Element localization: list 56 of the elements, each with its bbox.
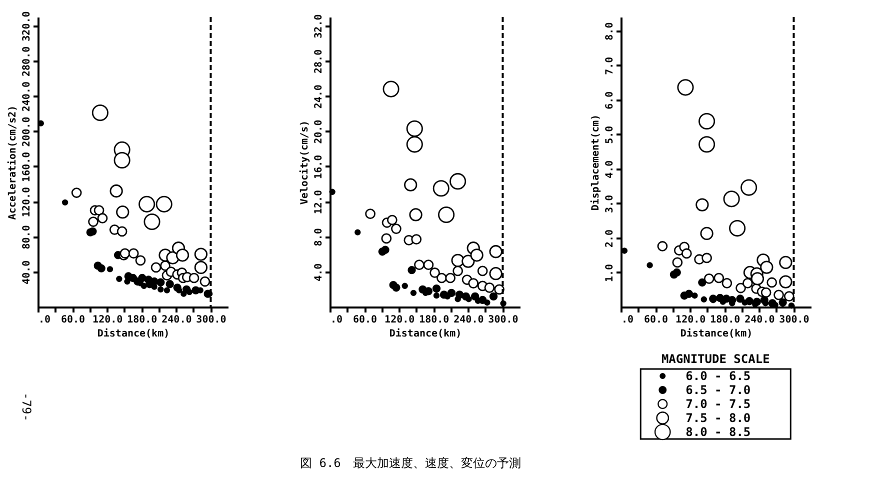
legend-label: 7.0 - 7.5 <box>686 397 751 411</box>
y-tick-label: 32.0 <box>314 14 324 38</box>
y-axis-title: Velocity(cm/s) <box>298 120 310 205</box>
x-axis-title: Distance(km) <box>97 328 170 340</box>
x-tick-label: 60.0 <box>353 314 378 326</box>
x-tick-label: 300.0 <box>488 314 518 326</box>
y-tick-label: 16.0 <box>314 154 324 179</box>
legend-label: 6.5 - 7.0 <box>686 383 751 397</box>
y-tick-label: 5.0 <box>604 126 616 144</box>
y-tick-label: 3.0 <box>604 194 616 213</box>
y-tick-label: 240.0 <box>22 82 32 112</box>
y-tick-label: 6.0 <box>604 91 616 110</box>
x-tick-label: 180.0 <box>710 314 740 326</box>
x-tick-label: 240.0 <box>454 314 484 326</box>
y-tick-label: 80.0 <box>22 225 32 250</box>
y-tick-label: 4.0 <box>314 263 324 282</box>
y-tick-label: 20.0 <box>314 120 324 144</box>
y-axis-title: Displacement(cm) <box>590 114 602 211</box>
y-tick-label: 7.0 <box>604 56 616 75</box>
x-tick-label: 240.0 <box>162 314 192 326</box>
y-tick-label: 120.0 <box>22 186 32 218</box>
legend-label: 7.5 - 8.0 <box>686 411 751 425</box>
legend-label: 8.0 - 8.5 <box>686 425 751 439</box>
x-tick-label: 300.0 <box>779 314 810 326</box>
x-tick-label: 180.0 <box>127 314 158 326</box>
x-tick-label: .0 <box>330 314 343 326</box>
y-tick-label: 40.0 <box>22 260 32 284</box>
x-tick-label: 240.0 <box>744 314 775 326</box>
legend-title: MAGNITUDE SCALE <box>661 352 770 366</box>
caption: 図 6.6 最大加速度、速度、変位の予測 <box>300 455 521 472</box>
x-tick-label: .0 <box>38 314 51 326</box>
y-tick-label: 160.0 <box>22 152 32 182</box>
y-tick-label: 8.0 <box>314 228 324 246</box>
y-tick-label: 28.0 <box>314 49 324 74</box>
x-tick-label: 120.0 <box>676 314 706 326</box>
x-axis-title: Distance(km) <box>389 328 462 340</box>
x-tick-label: 60.0 <box>61 314 86 326</box>
legend-label: 6.0 - 6.5 <box>686 369 751 383</box>
x-tick-label: 180.0 <box>419 314 450 326</box>
x-tick-label: 60.0 <box>644 314 668 326</box>
y-tick-label: 1.0 <box>604 264 616 282</box>
y-tick-label: 320.0 <box>22 11 32 42</box>
y-tick-label: 24.0 <box>314 84 324 109</box>
y-tick-label: 280.0 <box>22 46 32 76</box>
y-tick-label: 12.0 <box>314 190 324 214</box>
text: -79- <box>19 392 34 422</box>
x-tick-label: .0 <box>622 314 634 326</box>
y-axis-title: Acceleration(cm/s2) <box>6 105 18 220</box>
x-tick-label: 120.0 <box>92 314 123 326</box>
y-tick-label: 4.0 <box>604 160 616 178</box>
y-tick-label: 2.0 <box>604 229 616 248</box>
x-tick-label: 300.0 <box>196 314 226 326</box>
y-tick-label: 200.0 <box>22 116 32 147</box>
x-tick-label: 120.0 <box>384 314 415 326</box>
y-tick-label: 8.0 <box>604 22 616 40</box>
x-axis-title: Distance(km) <box>680 328 753 340</box>
